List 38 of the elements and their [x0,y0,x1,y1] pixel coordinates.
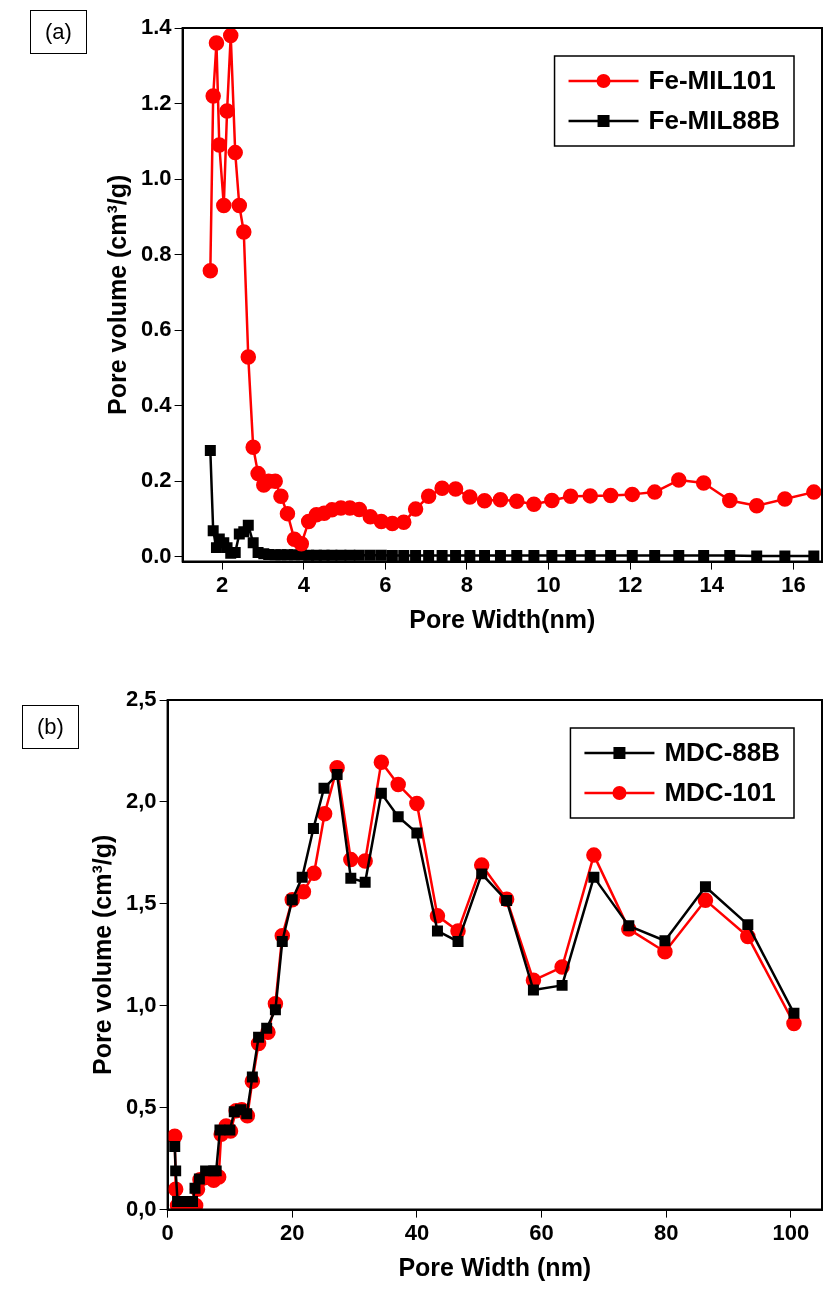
x-tick-label: 4 [297,571,311,597]
text: (b) [22,705,79,749]
x-axis-title: Pore Width (nm) [398,1252,592,1281]
x-tick-label: 16 [781,571,806,597]
x-tick-label: 12 [617,571,643,597]
x-tick-label: 8 [460,571,474,597]
y-axis-title: Pore volume (cm³/g) [102,174,131,415]
x-axis-title: Pore Width(nm) [409,604,596,633]
y-tick-label: 0.4 [140,391,173,417]
x-tick-label: 60 [529,1219,554,1245]
y-axis-title: Pore volume (cm³/g) [87,834,116,1075]
y-tick-label: 0.8 [140,240,172,266]
y-tick-label: 2,5 [125,686,157,712]
y-tick-label: 1,5 [125,889,157,915]
legend-label: Fe-MIL88B [648,105,781,136]
legend-label: Fe-MIL101 [648,65,776,96]
y-tick-label: 1.4 [140,14,173,40]
y-tick-label: 1,0 [125,991,157,1017]
x-tick-label: 6 [379,571,392,597]
y-tick-label: 1.2 [140,89,172,115]
y-tick-label: 0,5 [125,1093,157,1119]
x-tick-label: 0 [161,1219,174,1245]
y-tick-label: 2,0 [125,787,157,813]
x-tick-label: 20 [279,1219,305,1245]
x-tick-label: 100 [772,1219,810,1245]
text: (a) [30,10,87,54]
x-tick-label: 80 [653,1219,679,1245]
y-tick-label: 0,0 [125,1195,157,1221]
legend-label: MDC-101 [664,777,776,808]
x-tick-label: 10 [536,571,561,597]
y-tick-label: 1.0 [140,165,172,191]
x-tick-label: 2 [216,571,229,597]
legend-label: MDC-88B [664,737,781,768]
y-tick-label: 0.0 [140,542,172,568]
y-tick-label: 0.2 [140,467,172,493]
x-tick-label: 14 [699,571,725,597]
y-tick-label: 0.6 [140,316,172,342]
x-tick-label: 40 [404,1219,430,1245]
